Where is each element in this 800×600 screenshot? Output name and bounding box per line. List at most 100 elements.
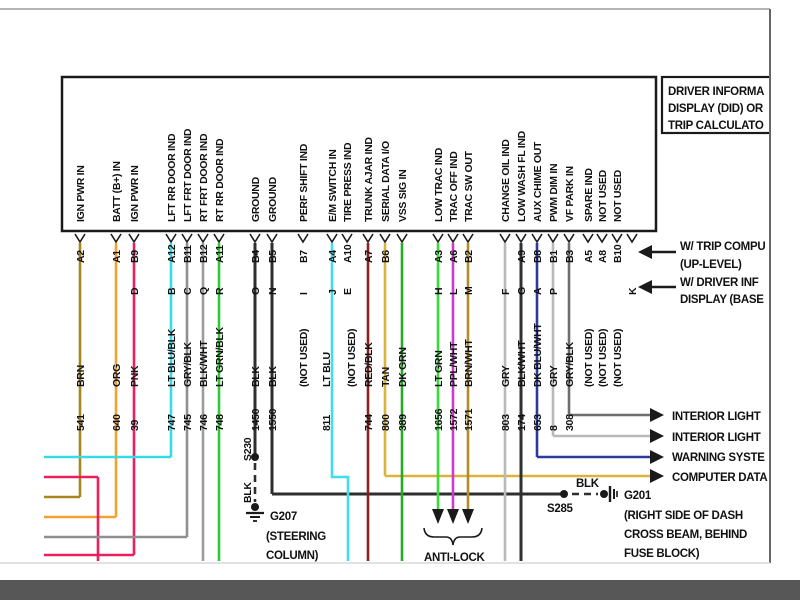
branch-label: COMPUTER DATA [672,472,767,484]
column-vss: VSS SIG IN DK GRN 389 [396,170,409,561]
circuit-number: 1550 [267,408,279,431]
terminal-letter: A [532,287,544,295]
color-label: GRY [500,365,512,387]
function-label: RT RR DOOR IND [214,138,226,222]
terminal-letter: H [433,288,445,295]
branch-arrow-icon [650,469,664,483]
wire-color-blk: BLK [576,478,600,490]
circuit-number: 747 [166,414,178,431]
down-arrow-icon [462,509,474,524]
pin-label: B10 [612,244,624,263]
color-label: LT BLU [321,352,333,387]
color-label: PPL/WHT [448,341,460,387]
device-title-line: DISPLAY (DID) OR [668,103,764,115]
function-label: SPARE IND [583,168,595,222]
pin-connector-icon [432,233,444,244]
terminal-letter: K [627,287,639,295]
color-label: GRY [548,365,560,387]
column-b12: RT FRT DOOR IND B12 Q BLK/WHT 746 [197,133,210,561]
unlabeled-wire [44,475,100,561]
function-label: VSS SIG IN [397,170,409,222]
function-label: PWM DIM IN [548,164,560,222]
circuit-number: 39 [129,419,141,431]
wire-color-blk: BLK [242,482,254,503]
branch-label: WARNING SYSTE [672,452,765,464]
color-label: GRY/BLK [564,342,576,387]
pin-connector-icon [110,233,122,244]
color-label: (NOT USED) [298,329,310,387]
column-b2: TRAC SW OUT B2 M BRN/WHT 1571 [462,150,475,524]
terminal-letter: F [500,288,512,295]
branch-label: INTERIOR LIGHT [672,411,761,423]
column-b3: VF PARK IN B3 GRY/BLK 308 [563,166,664,431]
pin-label: A1 [111,250,123,263]
column-a6: TRAC OFF IND A6 L PPL/WHT 1572 [447,151,460,524]
color-label: BLK [267,366,279,387]
pin-label: B1 [548,250,560,263]
bottom-bar [0,580,800,600]
wire [330,243,350,561]
circuit-number: 653 [532,414,544,431]
terminal-letter: D [129,287,141,295]
function-label: LOW TRAC IND [433,147,445,222]
pin-label: A8 [597,250,609,263]
pin-label: B8 [532,250,544,263]
pin-connector-icon [197,233,209,244]
circuit-number: 1656 [433,408,445,431]
column-b7: PERF SHIFT IND B7 I (NOT USED) [297,143,310,387]
pin-connector-icon [396,233,408,244]
circuit-number: 803 [500,414,512,431]
circuit-number: 640 [111,414,123,431]
function-label: LFT FRT DOOR IND [182,128,194,222]
function-label: TRAC OFF IND [448,151,460,222]
circuit-number: 308 [564,414,576,431]
pin-connector-icon [128,233,140,244]
function-label: NOT USED [612,169,624,222]
left-arrow-icon [638,245,652,259]
ground-location: FUSE BLOCK) [624,548,700,560]
pin-connector-icon [563,233,575,244]
function-label: VF PARK IN [564,166,576,222]
color-label: DK BLU/WHT [532,323,544,387]
pin-label: A7 [363,250,375,263]
device-title-box [660,75,770,135]
color-label: (NOT USED) [346,329,358,387]
branch-label: INTERIOR LIGHT [672,432,761,444]
color-label: PNK [129,365,141,387]
ground-label-g207: G207 [270,511,297,523]
function-label: TRUNK AJAR IND [363,137,375,222]
pin-connector-icon [582,233,594,244]
pin-label: A5 [583,250,595,263]
function-label: IGN PWR IN [75,166,87,223]
function-label: CHANGE OIL IND [500,139,512,222]
column-a9: LOW WASH FL IND A9 G BLK/WHT 174 [515,130,528,561]
column-b6: SERIAL DATA I/O B6 TAN 800 [379,141,664,483]
device-title-line: DRIVER INFORMA [668,86,764,98]
circuit-number: 745 [182,414,194,431]
function-label: LOW WASH FL IND [516,130,528,222]
pin-label: B6 [380,250,392,263]
connector-box [60,75,658,233]
pin-connector-icon [297,233,309,244]
function-label: TRAC SW OUT [463,150,475,222]
column-b1: PWM DIM IN B1 P GRY 8 [547,164,664,443]
pin-connector-icon [74,233,86,244]
circuit-number: 541 [75,414,87,431]
circuit-number: 746 [198,414,210,431]
pin-connector-icon [165,233,177,244]
function-label: E/M SWITCH IN [327,149,339,222]
pin-connector-icon [341,233,353,244]
column-a7: TRUNK AJAR IND A7 RED/BLK 744 [362,137,375,561]
column-k: K [626,233,676,295]
terminal-letter: O [250,287,262,295]
splice-label-s230: S230 [242,437,254,461]
pin-connector-icon [531,233,543,244]
column-b8: AUX CHIME OUT B8 A DK BLU/WHT 653 [531,141,664,464]
color-label: LT GRN [433,351,445,388]
terminal-letter: R [214,287,226,295]
column-a8: NOT USED A8 (NOT USED) [596,169,609,387]
pin-connector-icon [379,233,391,244]
circuit-number: 1450 [250,408,262,431]
column-b11: LFT FRT DOOR IND B11 C GRY/BLK 745 [44,128,194,539]
branch-arrow-icon [650,408,664,422]
